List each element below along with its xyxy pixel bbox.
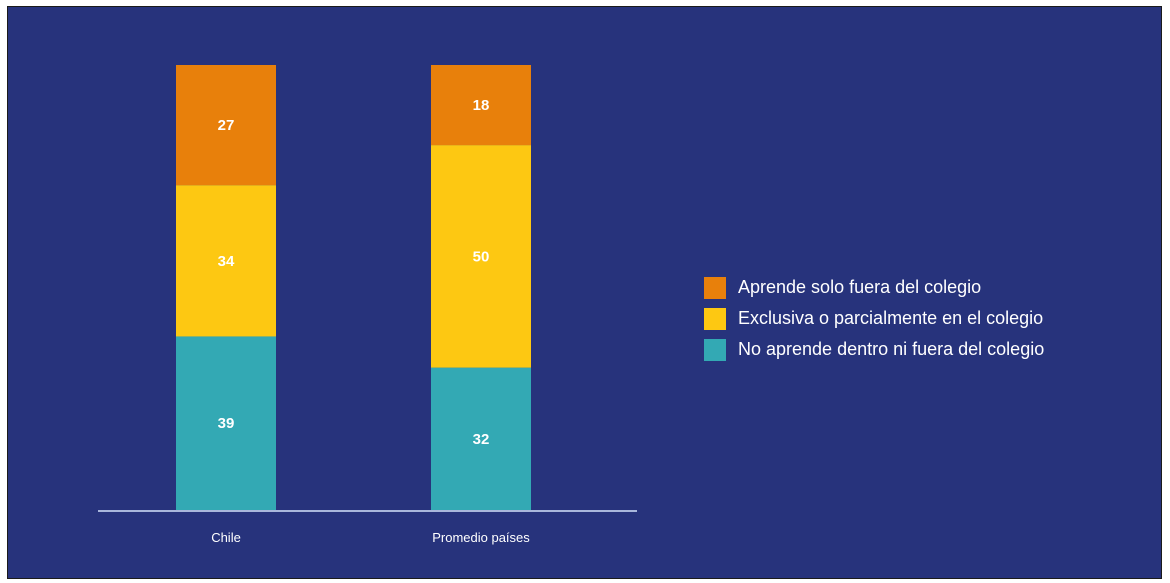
chart-frame: 39 34 27 Chile 32 50 18 Promedio países Aprende… (7, 6, 1162, 579)
legend-label: No aprende dentro ni fuera del colegio (738, 339, 1045, 359)
bar-segment (176, 65, 276, 186)
bar-value-label: 27 (218, 117, 235, 134)
category-label: Chile (211, 530, 241, 545)
legend-label: Aprende solo fuera del colegio (738, 277, 982, 297)
bar-value-label: 32 (473, 431, 490, 448)
legend-item-aprende-solo-fuera: Aprende solo fuera del colegio (704, 272, 1044, 303)
bar-segment (431, 145, 531, 368)
legend-item-exclusiva-parcial: Exclusiva o parcialmente en el colegio (704, 303, 1044, 334)
bar-value-label: 34 (218, 253, 235, 270)
bar-value-label: 18 (473, 97, 490, 114)
legend-swatch-orange (704, 276, 726, 299)
legend-label: Exclusiva o parcialmente en el colegio (738, 308, 1044, 328)
legend-item-no-aprende: No aprende dentro ni fuera del colegio (704, 334, 1044, 365)
chart-legend: Aprende solo fuera del colegio Exclusiva… (704, 272, 1044, 365)
stacked-bar-chart: 39 34 27 Chile 32 50 18 Promedio países (98, 65, 637, 545)
bar-segment (431, 367, 531, 510)
legend-swatch-yellow (704, 307, 726, 330)
bar-segment (176, 185, 276, 337)
bar-value-label: 39 (218, 415, 235, 432)
legend-swatch-teal (704, 338, 726, 361)
category-label: Promedio países (432, 530, 530, 545)
bar-value-label: 50 (473, 248, 490, 265)
bar-segment (176, 336, 276, 510)
bar-segment (431, 65, 531, 146)
